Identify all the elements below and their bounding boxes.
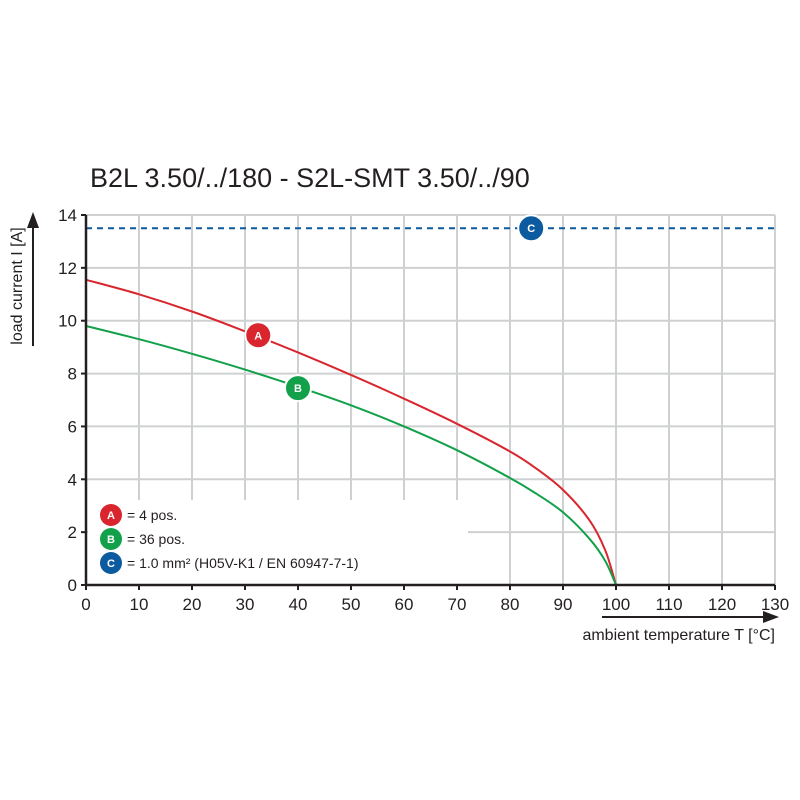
y-tick-label-2: 2 (68, 523, 77, 542)
legend-badge (100, 504, 122, 526)
series-badge-label: B (294, 383, 302, 395)
x-tick-label-0: 0 (81, 595, 90, 614)
series-badge-label: A (254, 330, 262, 342)
y-tick-label-6: 6 (68, 417, 77, 436)
legend-text: = 1.0 mm² (H05V-K1 / EN 60947-7-1) (127, 555, 359, 571)
y-tick-label-8: 8 (68, 365, 77, 384)
legend-text: = 4 pos. (127, 507, 177, 523)
chart-title: B2L 3.50/../180 - S2L-SMT 3.50/../90 (90, 163, 530, 193)
legend-badge-label: C (107, 558, 115, 570)
y-tick-label-14: 14 (58, 206, 77, 225)
legend-badge (100, 552, 122, 574)
x-tick-label-80: 80 (501, 595, 520, 614)
series-line-a (85, 278, 617, 586)
grid (86, 214, 776, 585)
x-tick-label-120: 120 (708, 595, 736, 614)
x-tick-label-100: 100 (602, 595, 630, 614)
series-badge-c: C (517, 214, 546, 243)
series-badge-b: B (284, 374, 312, 403)
series-badge-label: C (527, 223, 535, 235)
x-tick-label-60: 60 (395, 595, 414, 614)
x-tick-label-110: 110 (655, 595, 682, 614)
y-tick-label-10: 10 (58, 312, 77, 331)
axes (27, 212, 779, 623)
legend-text: = 36 pos. (127, 531, 185, 547)
x-tick-label-10: 10 (130, 595, 149, 614)
legend-entry-c: C = 1.0 mm² (H05V-K1 / EN 60947-7-1) (100, 552, 359, 574)
x-tick-label-20: 20 (183, 595, 202, 614)
legend-badge-label: B (107, 534, 115, 546)
legend: A = 4 pos. B = 36 pos. C = 1.0 mm² (H05V-K1 /… (100, 504, 359, 574)
y-tick-label-0: 0 (68, 576, 77, 595)
legend-badge-label: A (107, 510, 115, 522)
series-lines (85, 227, 775, 586)
series-badge-a: A (244, 321, 273, 350)
tick-labels: 0 10 20 30 40 50 60 70 80 90 100 110 120 130 0 2 4 6 8 10 12… (58, 206, 789, 614)
y-axis-arrow-head (27, 212, 39, 228)
x-tick-label-40: 40 (289, 595, 308, 614)
legend-badge (100, 528, 122, 550)
legend-background (88, 500, 468, 584)
y-tick-label-4: 4 (68, 470, 77, 489)
x-tick-label-90: 90 (554, 595, 573, 614)
x-tick-label-130: 130 (761, 595, 789, 614)
series-line-b (85, 325, 617, 586)
x-tick-label-70: 70 (448, 595, 467, 614)
x-tick-label-50: 50 (342, 595, 361, 614)
series-badge-circle (517, 214, 546, 243)
legend-entry-b: B = 36 pos. (100, 528, 185, 550)
series-badge-circle (284, 374, 312, 403)
x-tick-label-30: 30 (236, 595, 255, 614)
series-badge-circle (244, 321, 273, 350)
legend-entry-a: A = 4 pos. (100, 504, 177, 526)
y-tick-label-12: 12 (58, 259, 77, 278)
x-axis-label: ambient temperature T [°C] (582, 627, 775, 644)
x-axis-arrow-head (763, 611, 779, 623)
series-badges: A B C (244, 214, 546, 403)
y-axis-label: load current I [A] (9, 227, 26, 344)
